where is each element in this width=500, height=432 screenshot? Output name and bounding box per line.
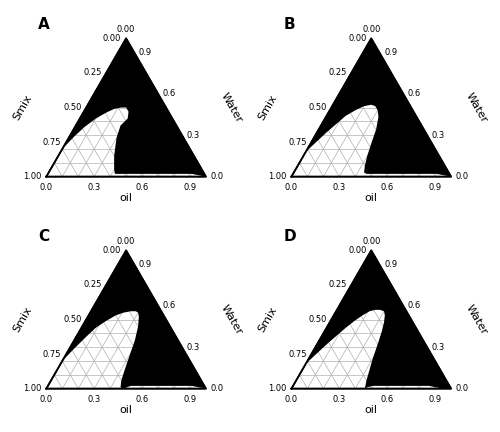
Polygon shape [292,38,451,177]
Text: 0.00: 0.00 [103,34,122,43]
Text: 0.3: 0.3 [187,343,200,352]
Text: 0.25: 0.25 [83,280,102,289]
Polygon shape [46,38,206,177]
Text: 0.6: 0.6 [408,301,421,310]
Text: 0.00: 0.00 [348,246,366,255]
Polygon shape [292,251,451,389]
Text: 0.0: 0.0 [210,172,224,181]
Text: 0.6: 0.6 [163,89,176,98]
Text: Water: Water [218,303,244,336]
Text: 0.50: 0.50 [308,103,326,112]
Text: Smix: Smix [256,305,278,334]
Text: 0.6: 0.6 [408,89,421,98]
Text: 0.0: 0.0 [456,384,469,393]
Text: Water: Water [464,91,489,124]
Text: 0.0: 0.0 [456,172,469,181]
Text: 0.50: 0.50 [63,315,82,324]
Text: Smix: Smix [256,93,278,122]
Text: 0.25: 0.25 [328,68,346,77]
Text: 0.00: 0.00 [348,34,366,43]
Text: 0.00: 0.00 [362,237,380,246]
Text: oil: oil [365,193,378,203]
Text: 0.50: 0.50 [308,315,326,324]
Text: 0.6: 0.6 [136,395,148,404]
Text: 0.3: 0.3 [432,130,445,140]
Text: 0.75: 0.75 [288,137,306,146]
Text: 0.3: 0.3 [88,395,101,404]
Text: oil: oil [365,405,378,415]
Text: 1.00: 1.00 [268,172,286,181]
Text: 0.3: 0.3 [332,395,346,404]
Text: 0.00: 0.00 [103,246,122,255]
Text: 0.75: 0.75 [43,349,62,359]
Polygon shape [46,251,206,389]
Text: 0.9: 0.9 [428,183,442,192]
Text: 0.25: 0.25 [328,280,346,289]
Text: oil: oil [120,405,132,415]
Text: 0.9: 0.9 [428,395,442,404]
Text: 0.0: 0.0 [40,183,53,192]
Text: 0.6: 0.6 [380,395,394,404]
Text: A: A [38,17,50,32]
Text: 0.9: 0.9 [139,260,152,269]
Text: 0.6: 0.6 [163,301,176,310]
Text: 1.00: 1.00 [23,172,42,181]
Text: 0.00: 0.00 [117,25,136,34]
Text: 0.3: 0.3 [187,130,200,140]
Text: Smix: Smix [11,305,34,334]
Text: 0.00: 0.00 [117,237,136,246]
Text: 0.0: 0.0 [285,183,298,192]
Text: 0.3: 0.3 [432,343,445,352]
Text: 0.3: 0.3 [332,183,346,192]
Text: C: C [38,229,50,244]
Text: 0.75: 0.75 [288,349,306,359]
Text: 0.0: 0.0 [40,395,53,404]
Text: oil: oil [120,193,132,203]
Text: 0.0: 0.0 [210,384,224,393]
Text: 0.75: 0.75 [43,137,62,146]
Text: 0.6: 0.6 [380,183,394,192]
Text: 0.9: 0.9 [184,183,196,192]
Text: Water: Water [464,303,489,336]
Text: 0.00: 0.00 [362,25,380,34]
Text: Smix: Smix [11,93,34,122]
Text: 1.00: 1.00 [23,384,42,393]
Text: 0.9: 0.9 [384,260,397,269]
Text: 0.6: 0.6 [136,183,148,192]
Text: 0.0: 0.0 [285,395,298,404]
Text: 1.00: 1.00 [268,384,286,393]
Text: 0.9: 0.9 [384,48,397,57]
Text: B: B [284,17,295,32]
Text: 0.25: 0.25 [83,68,102,77]
Text: 0.50: 0.50 [63,103,82,112]
Text: Water: Water [218,91,244,124]
Text: 0.3: 0.3 [88,183,101,192]
Text: 0.9: 0.9 [139,48,152,57]
Text: 0.9: 0.9 [184,395,196,404]
Text: D: D [284,229,296,244]
